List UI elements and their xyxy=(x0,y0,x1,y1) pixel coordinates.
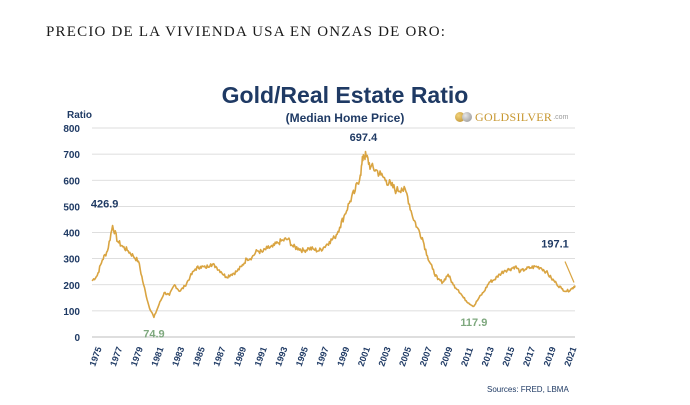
x-tick-label: 1999 xyxy=(335,345,351,367)
x-tick-label: 1975 xyxy=(87,345,103,367)
x-tick-label: 2013 xyxy=(480,345,496,367)
x-tick-label: 2011 xyxy=(459,346,475,368)
x-tick-label: 2021 xyxy=(562,345,578,367)
x-tick-label: 2007 xyxy=(418,345,434,367)
y-tick-label: 700 xyxy=(63,150,80,161)
series-line xyxy=(91,150,576,319)
x-tick-label: 2005 xyxy=(397,345,413,367)
annotation-pointer xyxy=(564,261,575,283)
x-tick-label: 1977 xyxy=(108,345,124,367)
y-tick-label: 800 xyxy=(63,124,80,135)
y-tick-label: 500 xyxy=(63,202,80,213)
x-tick-label: 2003 xyxy=(376,345,392,367)
annotation-label: 697.4 xyxy=(350,132,378,144)
annotation-label: 117.9 xyxy=(460,317,487,329)
x-tick-label: 2017 xyxy=(521,345,537,367)
y-tick-label: 300 xyxy=(63,255,80,266)
x-tick-label: 2015 xyxy=(500,345,516,367)
silver-coin-icon xyxy=(462,112,472,122)
chart-title: Gold/Real Estate Ratio xyxy=(221,82,469,108)
annotation-label: 74.9 xyxy=(143,328,164,340)
logo-domain: .com xyxy=(553,113,569,121)
chart-subtitle: (Median Home Price) xyxy=(285,111,405,125)
x-tick-label: 2001 xyxy=(356,345,372,367)
x-tick-label: 1979 xyxy=(129,345,145,367)
x-tick-label: 1983 xyxy=(170,345,186,367)
x-tick-label: 1997 xyxy=(315,345,331,367)
gold-coin-icon xyxy=(455,112,465,122)
annotation-label: 197.1 xyxy=(541,239,569,251)
y-tick-label: 400 xyxy=(63,229,80,240)
x-tick-label: 2019 xyxy=(542,345,558,367)
goldsilver-logo: GOLDSILVER .com xyxy=(455,109,568,125)
y-tick-label: 100 xyxy=(63,307,80,318)
y-axis-label: Ratio xyxy=(67,110,92,121)
y-tick-label: 200 xyxy=(63,281,80,292)
x-tick-label: 1991 xyxy=(253,345,269,367)
x-tick-label: 1993 xyxy=(273,345,289,367)
y-tick-label: 600 xyxy=(63,176,80,187)
annotation-label: 426.9 xyxy=(91,198,119,210)
x-tick-label: 1989 xyxy=(232,345,248,367)
x-tick-label: 2009 xyxy=(438,345,454,367)
x-tick-label: 1981 xyxy=(149,345,165,367)
x-tick-label: 1987 xyxy=(211,345,227,367)
sources-note: Sources: FRED, LBMA xyxy=(487,385,569,394)
x-tick-label: 1995 xyxy=(294,345,310,367)
logo-text: GOLDSILVER xyxy=(475,109,553,124)
y-tick-label: 0 xyxy=(74,333,80,344)
x-tick-label: 1985 xyxy=(191,345,207,367)
page-heading: PRECIO DE LA VIVIENDA USA EN ONZAS DE OR… xyxy=(46,24,447,40)
